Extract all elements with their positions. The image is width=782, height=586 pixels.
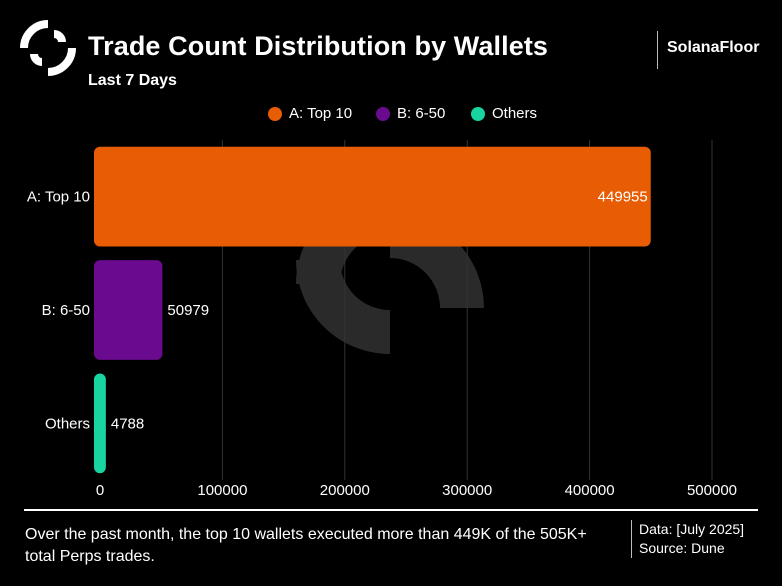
y-axis-labels: A: Top 10 B: 6-50 Others: [27, 189, 90, 433]
bars: 449955 50979 4788: [94, 146, 651, 474]
x-tick-label: 200000: [320, 482, 370, 499]
chart-legend: A: Top 10 B: 6-50 Others: [0, 105, 782, 125]
data-date: Data: [July 2025]: [639, 521, 745, 537]
category-label-0: A: Top 10: [27, 189, 90, 206]
x-tick-label: 0: [96, 482, 104, 499]
solanafloor-logo-icon: [20, 20, 76, 76]
bar-0[interactable]: [94, 146, 651, 247]
legend-label-top10: A: Top 10: [289, 105, 353, 122]
brand-divider: [657, 31, 658, 69]
source-block: Data: [July 2025] Source: Dune: [639, 520, 744, 558]
footer-note: Over the past month, the top 10 wallets …: [25, 526, 587, 565]
category-label-2: Others: [45, 415, 90, 432]
legend-label-others: Others: [492, 105, 538, 122]
footer-divider: [24, 509, 758, 511]
legend-item-top10[interactable]: A: Top 10: [268, 105, 352, 122]
x-tick-label: 400000: [565, 482, 615, 499]
bar-value-label-1: 50979: [167, 302, 209, 319]
bar-value-label-2: 4788: [111, 415, 144, 432]
x-tick-label: 300000: [442, 482, 492, 499]
data-source: Source: Dune: [639, 540, 725, 556]
x-tick-label: 100000: [197, 482, 247, 499]
legend-item-others[interactable]: Others: [471, 105, 537, 122]
legend-dot-others: [471, 106, 485, 121]
legend-dot-top10: [268, 106, 282, 121]
source-divider: [631, 520, 632, 558]
bar-2[interactable]: [94, 373, 106, 474]
bar-1[interactable]: [94, 260, 163, 360]
bar-chart: 449955 50979 4788 A: Top 10 B: 6-50 Others 0…: [27, 140, 737, 499]
legend-dot-6-50: [376, 106, 390, 121]
bar-value-label-0: 449955: [598, 189, 648, 206]
category-label-1: B: 6-50: [42, 302, 90, 319]
x-axis-tick-labels: 0 100000 200000 300000 400000 500000: [96, 482, 737, 499]
legend-item-6-50[interactable]: B: 6-50: [376, 105, 445, 122]
legend-label-6-50: B: 6-50: [397, 105, 446, 122]
chart-title: Trade Count Distribution by Wallets: [88, 31, 549, 61]
chart-subtitle: Last 7 Days: [88, 72, 177, 89]
brand-name: SolanaFloor: [667, 39, 760, 56]
x-tick-label: 500000: [687, 482, 737, 499]
